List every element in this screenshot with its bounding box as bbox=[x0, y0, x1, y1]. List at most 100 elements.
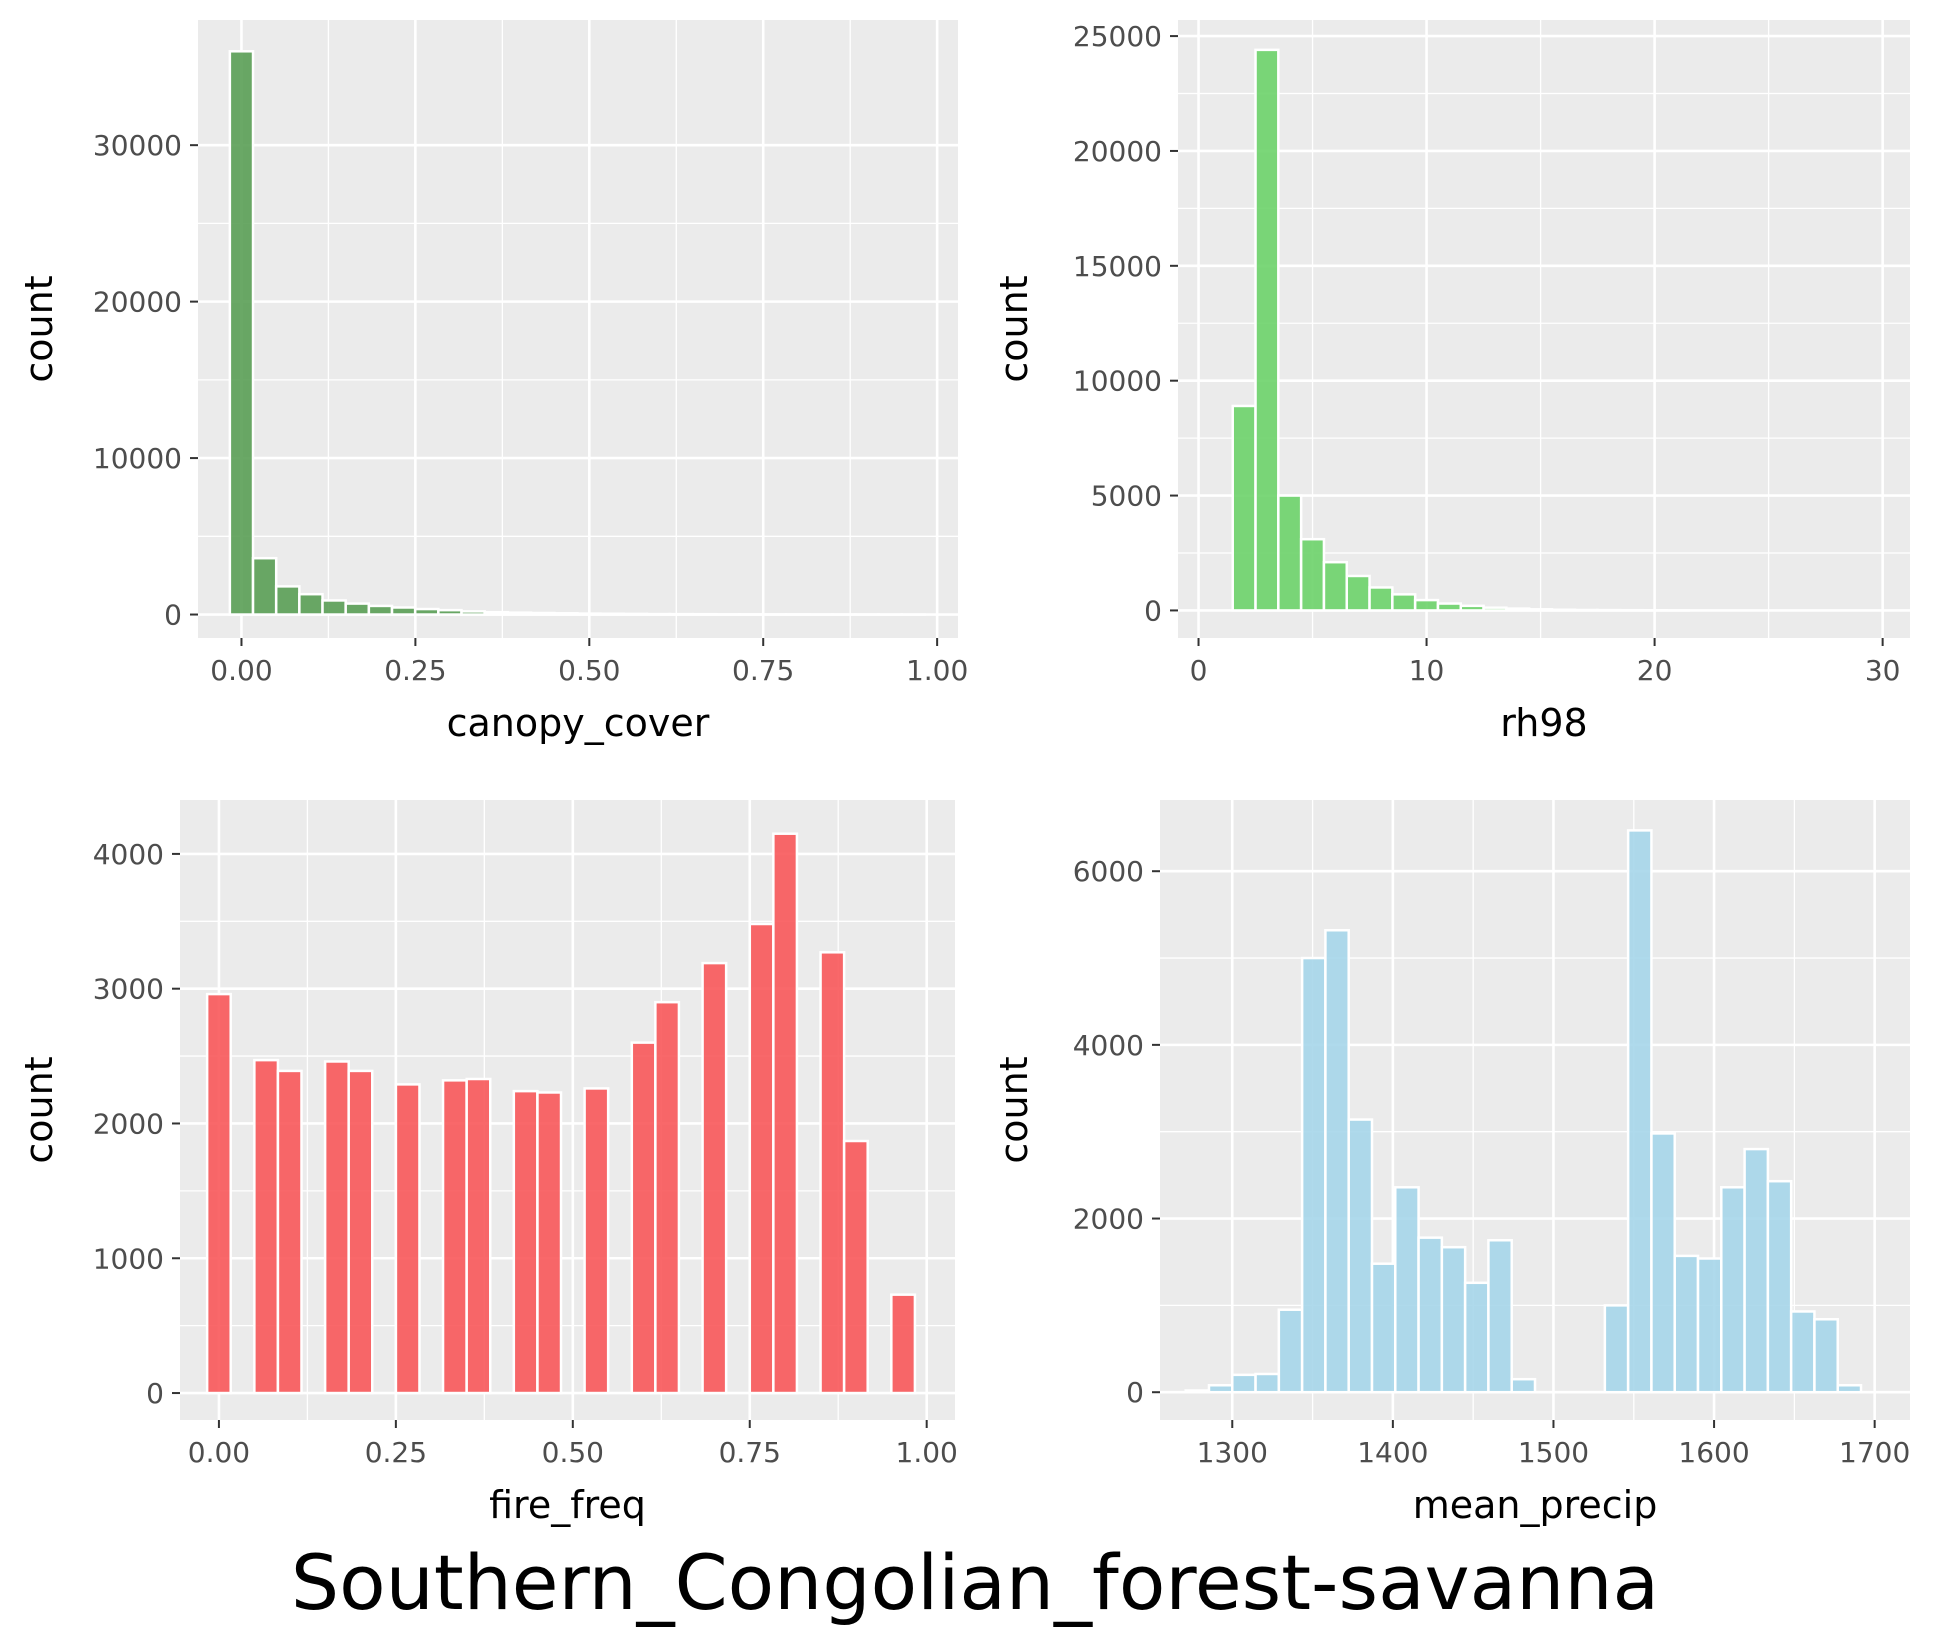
y-tick-label: 2000 bbox=[1073, 1203, 1144, 1236]
y-axis-title: count bbox=[17, 1056, 61, 1163]
x-axis-title: canopy_cover bbox=[447, 701, 710, 745]
histogram-fire_freq: 0.00 0.25 0.50 0.75 1.00 0 1000 2000 3000 4000 fir… bbox=[17, 800, 958, 1527]
histogram-bar bbox=[506, 611, 533, 616]
histogram-bar bbox=[1720, 1186, 1746, 1394]
x-tick-label: 10 bbox=[1409, 654, 1445, 687]
histogram-bar bbox=[1813, 1318, 1839, 1394]
x-tick-label: 0.75 bbox=[732, 654, 794, 687]
y-tick-label: 25000 bbox=[1073, 20, 1162, 53]
x-tick-label: 0 bbox=[1190, 654, 1208, 687]
histogram-bar bbox=[298, 592, 324, 616]
plot-background bbox=[198, 20, 958, 638]
y-axis-title: count bbox=[992, 275, 1036, 382]
histogram-bar bbox=[437, 608, 463, 616]
histogram-bar bbox=[1463, 1281, 1490, 1394]
x-tick-label: 0.00 bbox=[210, 654, 272, 687]
histogram-bar bbox=[842, 1139, 869, 1395]
y-tick-label: 0 bbox=[146, 1377, 164, 1410]
x-tick-label: 20 bbox=[1637, 654, 1673, 687]
histogram-bar bbox=[536, 1091, 563, 1395]
x-tick-label: 0.00 bbox=[188, 1436, 250, 1469]
histogram-bar bbox=[1743, 1147, 1770, 1394]
panel-fire-freq: 0.00 0.25 0.50 0.75 1.00 0 1000 2000 3000 4000 fir… bbox=[0, 760, 975, 1540]
histogram-bar bbox=[599, 612, 625, 616]
histogram-bar bbox=[1673, 1254, 1700, 1394]
histogram-bar bbox=[1436, 602, 1463, 612]
histogram-bar bbox=[1254, 1372, 1281, 1394]
histogram-bar bbox=[890, 1293, 917, 1395]
x-axis-title: rh98 bbox=[1500, 701, 1587, 745]
histogram-bar bbox=[1254, 48, 1280, 612]
histogram-bar bbox=[622, 612, 649, 616]
histogram-bar bbox=[1650, 1132, 1676, 1394]
histogram-bar bbox=[441, 1079, 468, 1395]
histogram-bar bbox=[1505, 607, 1531, 612]
y-tick-label: 30000 bbox=[93, 129, 182, 162]
x-tick-label: 1.00 bbox=[906, 654, 968, 687]
y-tick-label: 5000 bbox=[1091, 480, 1162, 513]
histogram-bar bbox=[1487, 1239, 1513, 1394]
histogram-bar bbox=[205, 992, 232, 1395]
histogram-bar bbox=[1482, 606, 1508, 612]
x-tick-label: 0.50 bbox=[558, 654, 620, 687]
y-tick-label: 6000 bbox=[1073, 855, 1144, 888]
y-tick-label: 4000 bbox=[1073, 1029, 1144, 1062]
histogram-bar bbox=[347, 1069, 374, 1395]
panel-rh98: 0 10 20 30 0 5000 10000 15000 20000 25000 rh98 coun… bbox=[975, 0, 1950, 760]
y-tick-label: 10000 bbox=[1073, 365, 1162, 398]
histogram-bar bbox=[483, 610, 510, 616]
histogram-bar bbox=[1299, 537, 1326, 612]
histogram-bar bbox=[1766, 1179, 1793, 1394]
histogram-bar bbox=[1696, 1257, 1723, 1394]
histogram-bar bbox=[1459, 604, 1485, 612]
histogram-bar bbox=[323, 1060, 350, 1395]
histogram-bar bbox=[1417, 1236, 1444, 1394]
x-tick-label: 1600 bbox=[1678, 1436, 1749, 1469]
panel-mean-precip: 1300 1400 1500 1600 1700 0 2000 4000 6000 mean_pr… bbox=[975, 760, 1950, 1540]
x-tick-label: 1700 bbox=[1839, 1436, 1910, 1469]
histogram-bar bbox=[1370, 1262, 1397, 1394]
histogram-bar bbox=[1527, 608, 1554, 612]
x-axis-title: mean_precip bbox=[1413, 1483, 1658, 1527]
histogram-bar bbox=[465, 1077, 492, 1395]
histogram-bar bbox=[1324, 929, 1350, 1394]
x-tick-label: 30 bbox=[1865, 654, 1901, 687]
figure-title: Southern_Congolian_forest-savanna bbox=[290, 1538, 1660, 1627]
histogram-bar bbox=[253, 1058, 280, 1395]
histogram-bar bbox=[1391, 593, 1417, 612]
x-tick-label: 1400 bbox=[1357, 1436, 1428, 1469]
histogram-bar bbox=[367, 604, 394, 616]
y-tick-label: 0 bbox=[164, 599, 182, 632]
histogram-bar bbox=[1626, 829, 1653, 1394]
histogram-mean_precip: 1300 1400 1500 1600 1700 0 2000 4000 6000 mean_pr… bbox=[992, 800, 1910, 1527]
y-tick-label: 20000 bbox=[93, 286, 182, 319]
histogram-bar bbox=[460, 610, 486, 616]
y-tick-label: 1000 bbox=[93, 1242, 164, 1275]
histogram-rh98: 0 10 20 30 0 5000 10000 15000 20000 25000 rh98 coun… bbox=[992, 20, 1910, 745]
histogram-bar bbox=[552, 612, 579, 616]
y-tick-label: 10000 bbox=[93, 442, 182, 475]
histogram-bar bbox=[1550, 608, 1577, 612]
x-tick-label: 1300 bbox=[1197, 1436, 1268, 1469]
histogram-bar bbox=[1300, 956, 1327, 1394]
x-tick-label: 0.25 bbox=[365, 1436, 427, 1469]
y-tick-label: 0 bbox=[1144, 594, 1162, 627]
histogram-bar bbox=[1322, 560, 1348, 612]
histogram-bar bbox=[512, 1089, 539, 1395]
histogram-bar bbox=[630, 1041, 657, 1395]
histogram-bar bbox=[529, 611, 556, 616]
histogram-bar bbox=[701, 961, 728, 1395]
y-tick-label: 3000 bbox=[93, 973, 164, 1006]
histogram-bar bbox=[1347, 1118, 1374, 1394]
histogram-bar bbox=[1231, 1373, 1257, 1394]
histogram-bar bbox=[1184, 1389, 1211, 1394]
histogram-bar bbox=[819, 951, 846, 1395]
histogram-bar bbox=[251, 556, 278, 616]
histogram-bar bbox=[1836, 1384, 1863, 1394]
histogram-bar bbox=[1277, 1308, 1304, 1394]
histogram-bar bbox=[1789, 1310, 1816, 1394]
histogram-bar bbox=[1394, 1186, 1420, 1394]
y-tick-label: 15000 bbox=[1073, 250, 1162, 283]
histogram-bar bbox=[228, 50, 255, 616]
